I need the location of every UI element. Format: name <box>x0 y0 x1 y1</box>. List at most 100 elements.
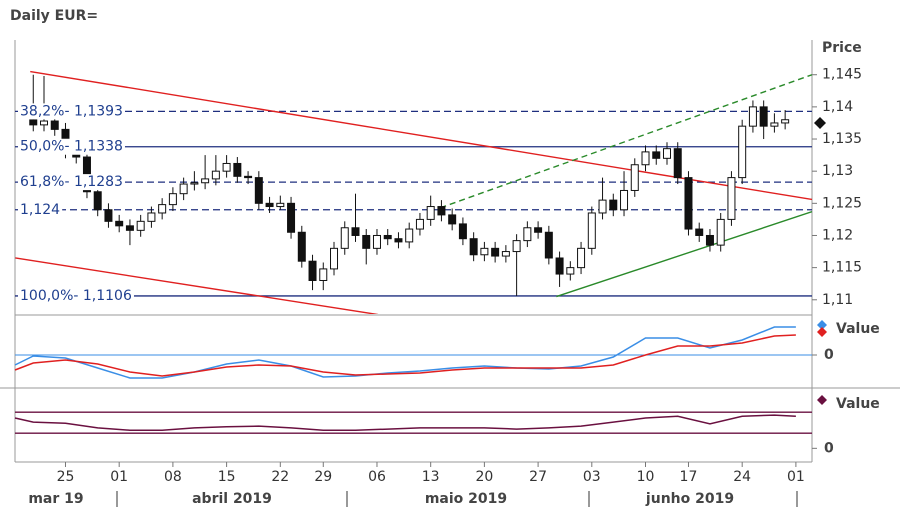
level-label: 61,8%- 1,1283 <box>20 174 123 190</box>
trend-line <box>15 257 379 314</box>
x-tick-label: 25 <box>57 469 75 485</box>
level-label-bg <box>18 138 125 155</box>
candle-body <box>695 228 704 236</box>
candle-body <box>415 218 424 230</box>
candle-body <box>222 162 231 172</box>
level-label: 38,2%- 1,1393 <box>20 103 123 119</box>
candle-body <box>512 240 521 253</box>
candle-body <box>190 182 199 185</box>
chart-title: Daily EUR= <box>10 8 98 24</box>
candle-body <box>319 268 328 281</box>
x-tick-label: 10 <box>637 469 655 485</box>
candle-body <box>201 178 210 184</box>
x-tick-label: 06 <box>368 469 386 485</box>
y-tick-label: 1,13 <box>822 163 853 179</box>
candle-body <box>50 120 59 130</box>
candle-body <box>523 227 532 242</box>
month-label: junho 2019 <box>645 491 734 507</box>
panel-label: Value <box>836 321 880 337</box>
indicator-line <box>14 414 796 431</box>
candle-body <box>748 106 757 127</box>
candle-body <box>716 218 725 246</box>
level-label-bg <box>18 287 134 304</box>
legend-marker <box>817 320 827 330</box>
legend-marker <box>817 327 827 337</box>
candle-body <box>308 260 317 281</box>
candle-body <box>158 204 167 214</box>
candle-body <box>394 238 403 243</box>
y-tick-label: 1,14 <box>822 99 853 115</box>
candle-body <box>738 125 747 179</box>
trend-line <box>440 74 812 209</box>
y-tick-label: 0 <box>824 440 834 456</box>
candle-body <box>458 223 467 240</box>
level-label-bg <box>18 103 125 120</box>
candle-body <box>233 162 242 177</box>
candle-body <box>372 234 381 249</box>
level-label-bg <box>18 174 125 191</box>
candle-body <box>330 247 339 270</box>
candle-body <box>598 199 607 214</box>
x-tick-label: 01 <box>787 469 805 485</box>
candle-body <box>244 175 253 179</box>
x-tick-label: 24 <box>733 469 751 485</box>
candle-body <box>40 120 49 126</box>
price-panel <box>15 70 812 314</box>
x-tick-label: 01 <box>110 469 128 485</box>
candle-body <box>254 177 263 204</box>
candle-body <box>630 164 639 191</box>
candle-body <box>577 247 586 269</box>
last-price-marker <box>814 116 826 129</box>
y-axis-label: Price <box>822 40 862 56</box>
candle-body <box>491 247 500 257</box>
month-label: maio 2019 <box>425 491 507 507</box>
candle-body <box>383 234 392 240</box>
x-tick-label: 17 <box>680 469 698 485</box>
candle-body <box>168 193 177 206</box>
trend-line <box>30 70 812 201</box>
indicator-line <box>14 334 796 377</box>
candle-body <box>340 227 349 249</box>
candle-body <box>705 234 714 246</box>
candle-body <box>501 251 510 257</box>
candle-body <box>179 183 188 195</box>
candle-body <box>93 191 102 211</box>
indicator-line <box>14 326 796 379</box>
candle-body <box>641 151 650 166</box>
candle-body <box>609 199 618 211</box>
candle-body <box>265 202 274 208</box>
x-tick-label: 03 <box>583 469 601 485</box>
month-label: mar 19 <box>28 491 83 507</box>
trend-line <box>556 211 812 298</box>
candle-body <box>448 214 457 225</box>
y-tick-label: 1,115 <box>822 260 862 276</box>
candle-body <box>770 122 779 127</box>
candle-body <box>405 228 414 243</box>
candle-body <box>362 234 371 249</box>
y-tick-label: 1,125 <box>822 195 862 211</box>
frame <box>0 40 900 463</box>
level-label: 50,0%- 1,1338 <box>20 139 123 155</box>
level-label: 100,0%- 1,1106 <box>20 288 132 304</box>
y-tick-label: 1,135 <box>822 131 862 147</box>
candle-body <box>781 119 790 124</box>
x-tick-label: 15 <box>218 469 236 485</box>
candle-body <box>480 247 489 256</box>
candle-body <box>620 189 629 211</box>
candle-body <box>555 257 564 275</box>
candle-body <box>287 202 296 233</box>
candle-body <box>469 238 478 256</box>
candle-body <box>652 151 661 159</box>
x-tick-label: 27 <box>529 469 547 485</box>
candle-body <box>147 212 156 222</box>
candle-body <box>534 227 543 233</box>
candle-body <box>587 212 596 249</box>
x-tick-label: 29 <box>314 469 332 485</box>
candle-body <box>662 148 671 159</box>
candle-body <box>115 220 124 227</box>
x-tick-label: 13 <box>422 469 440 485</box>
candle-body <box>673 148 682 179</box>
x-tick-label: 22 <box>271 469 289 485</box>
